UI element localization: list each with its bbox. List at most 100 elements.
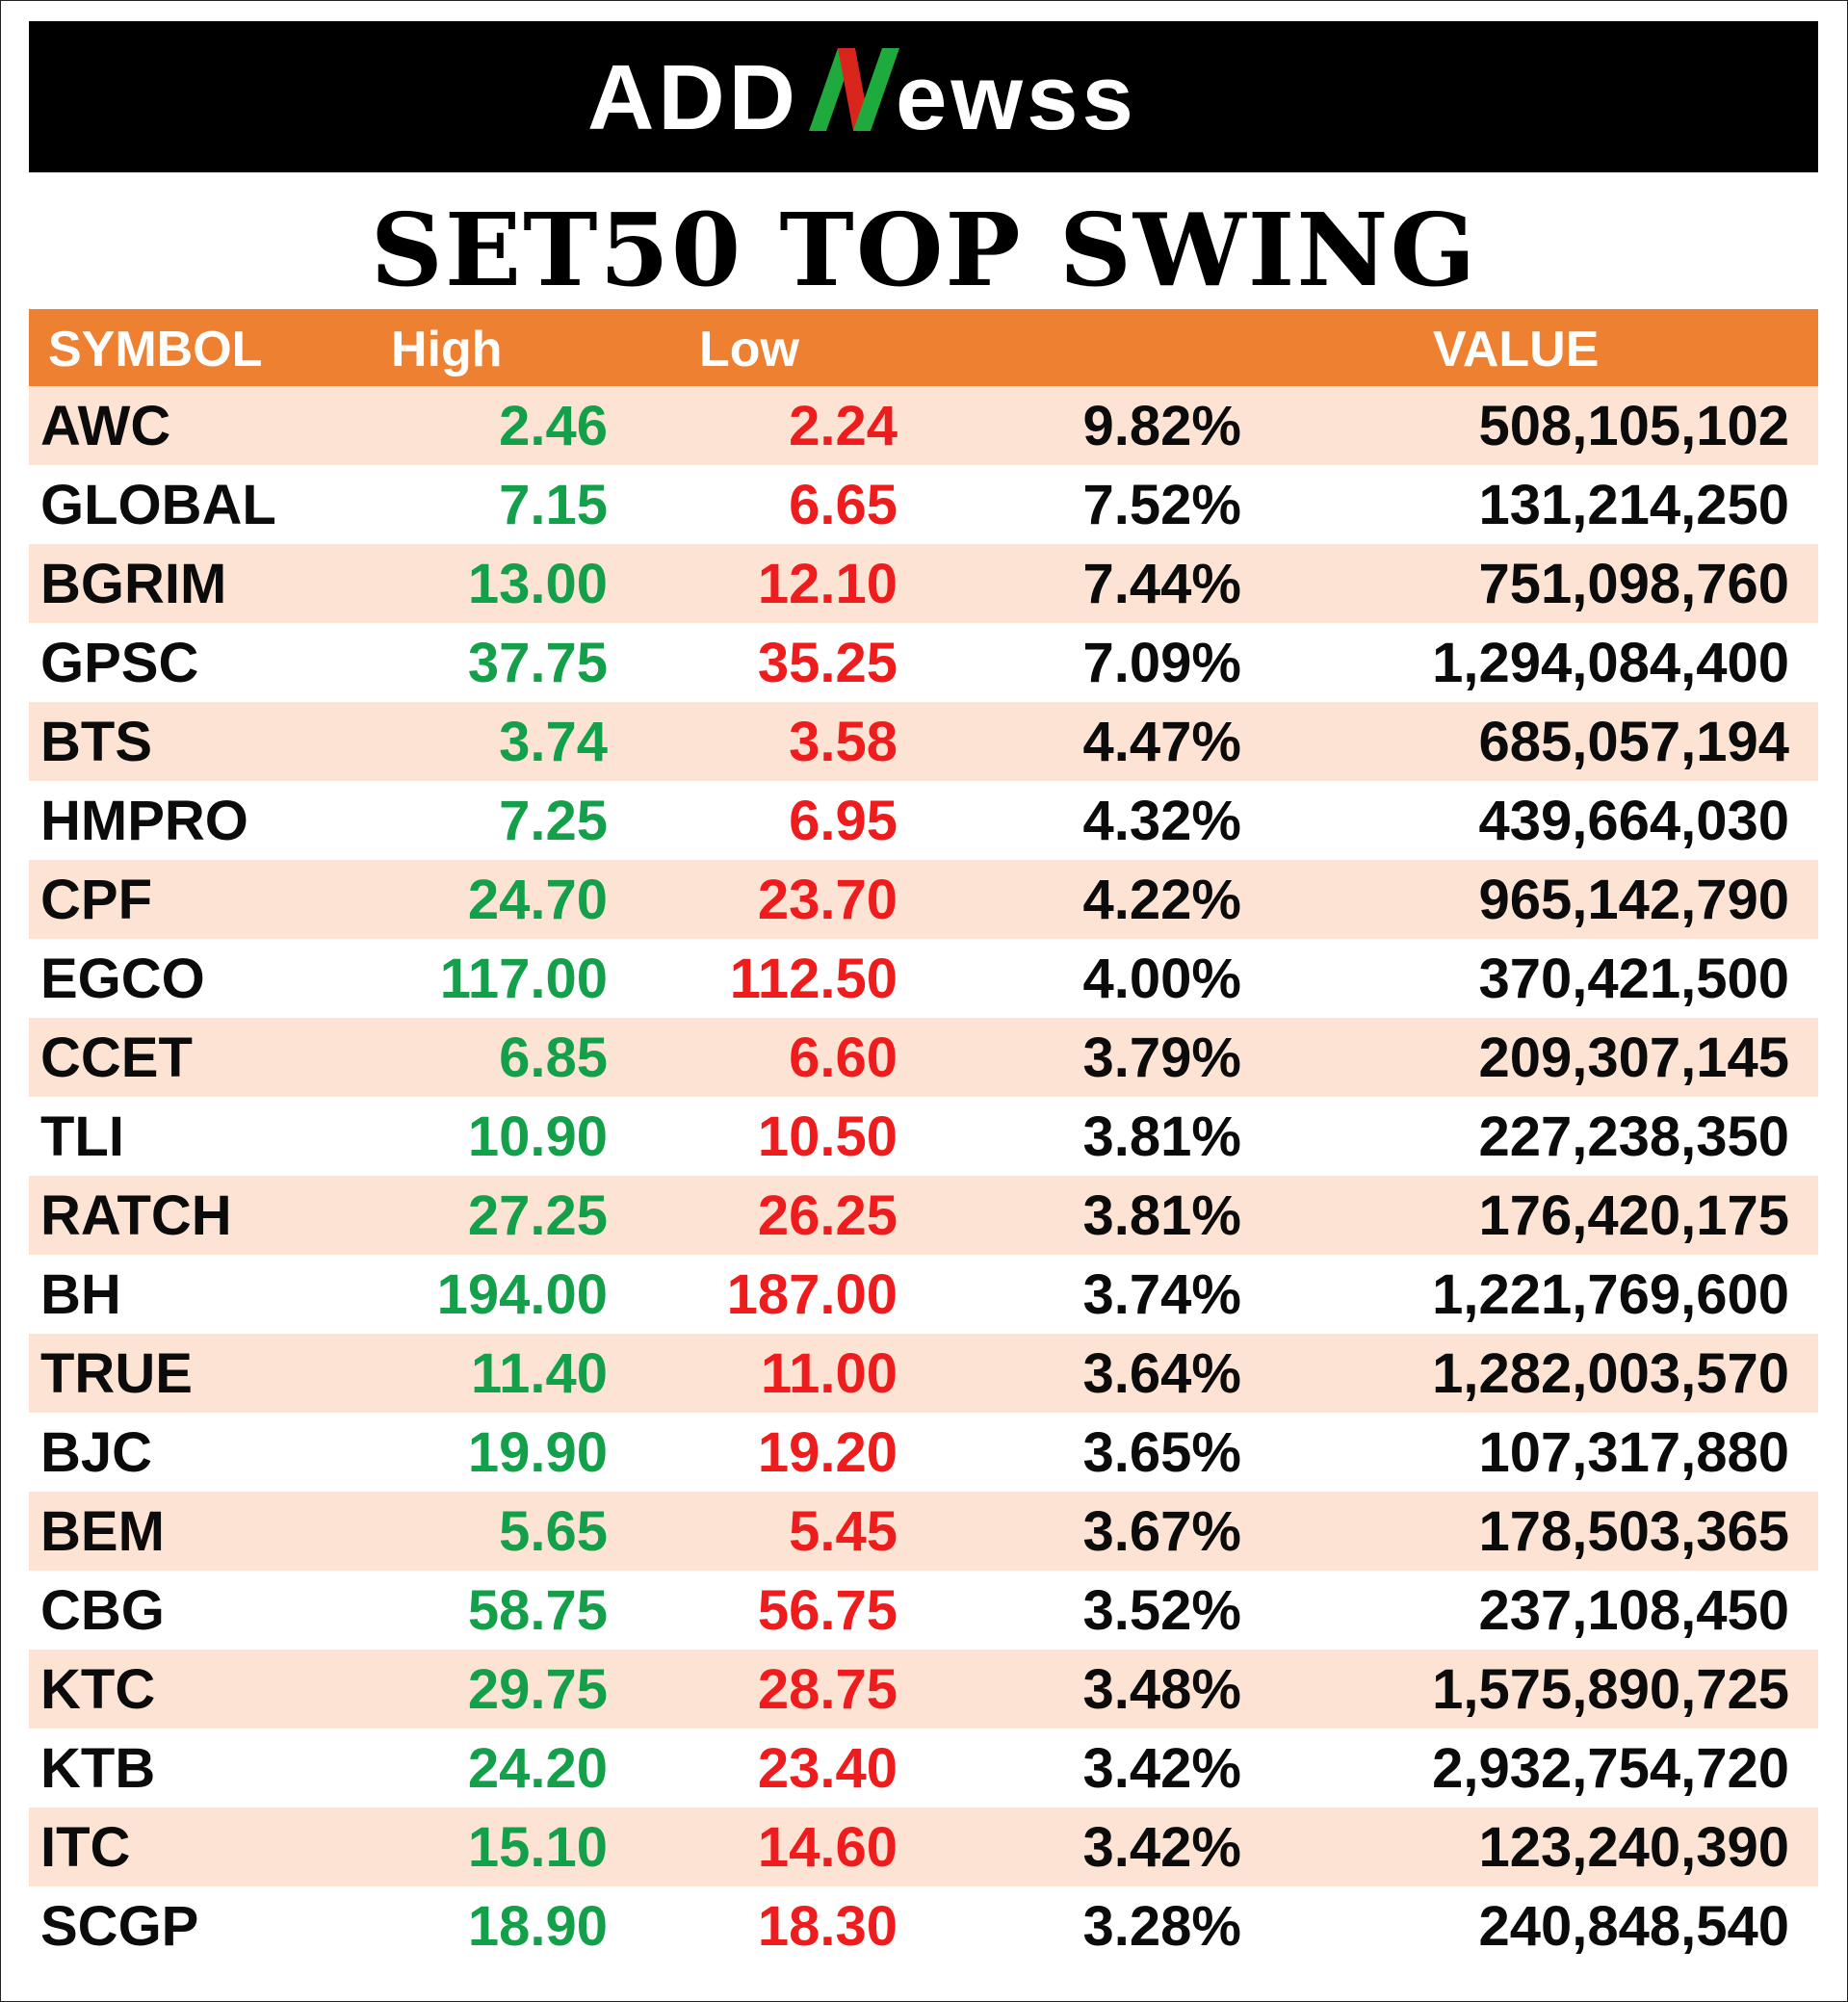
brand-n-mark (809, 48, 899, 131)
cell-high: 29.75 (467, 1658, 608, 1721)
cell-value: 751,098,760 (1478, 553, 1789, 615)
cell-symbol: GLOBAL (40, 474, 276, 536)
cell-percent: 3.64% (1082, 1342, 1241, 1405)
cell-percent: 3.52% (1082, 1579, 1241, 1642)
cell-value: 1,294,084,400 (1432, 632, 1789, 694)
cell-value: 1,282,003,570 (1432, 1342, 1789, 1405)
cell-value: 2,932,754,720 (1432, 1737, 1789, 1800)
cell-high: 11.40 (471, 1342, 608, 1405)
brand-logo: ADD ewss (587, 46, 1137, 143)
cell-high: 24.70 (467, 869, 608, 931)
cell-low: 19.20 (757, 1421, 898, 1484)
table-header: SYMBOL High Low VALUE (29, 309, 1818, 386)
table-row: KTC 29.75 28.75 3.48% 1,575,890,725 (29, 1650, 1818, 1729)
brand-banner (29, 21, 1818, 172)
cell-value: 965,142,790 (1478, 869, 1789, 931)
cell-symbol: TLI (40, 1105, 124, 1168)
cell-high: 58.75 (467, 1579, 608, 1642)
table-row: BEM 5.65 5.45 3.67% 178,503,365 (29, 1492, 1818, 1571)
cell-percent: 3.81% (1082, 1184, 1241, 1247)
cell-low: 6.65 (789, 474, 898, 536)
cell-high: 194.00 (436, 1263, 608, 1326)
table-row: AWC 2.46 2.24 9.82% 508,105,102 (29, 386, 1818, 465)
cell-value: 240,848,540 (1478, 1895, 1789, 1958)
cell-symbol: HMPRO (40, 790, 248, 852)
table-row: RATCH 27.25 26.25 3.81% 176,420,175 (29, 1176, 1818, 1255)
cell-percent: 3.81% (1082, 1105, 1241, 1168)
cell-symbol: BTS (40, 711, 152, 773)
cell-low: 3.58 (789, 711, 898, 773)
cell-percent: 7.44% (1082, 553, 1241, 615)
table-row: KTB 24.20 23.40 3.42% 2,932,754,720 (29, 1729, 1818, 1807)
header-high: High (391, 322, 503, 377)
cell-low: 6.95 (789, 790, 898, 852)
cell-high: 24.20 (467, 1737, 608, 1800)
brand-prefix: ADD (587, 46, 799, 143)
cell-low: 5.45 (789, 1500, 898, 1563)
cell-percent: 4.47% (1082, 711, 1241, 773)
cell-low: 56.75 (757, 1579, 898, 1642)
cell-symbol: EGCO (40, 948, 205, 1010)
cell-value: 237,108,450 (1478, 1579, 1789, 1642)
cell-symbol: CCET (40, 1027, 193, 1089)
cell-low: 23.70 (757, 869, 898, 931)
cell-percent: 3.42% (1082, 1737, 1241, 1800)
table-row: TRUE 11.40 11.00 3.64% 1,282,003,570 (29, 1334, 1818, 1413)
cell-symbol: BJC (40, 1421, 153, 1484)
cell-value: 685,057,194 (1478, 711, 1789, 773)
cell-percent: 3.48% (1082, 1658, 1241, 1721)
cell-percent: 3.74% (1082, 1263, 1241, 1326)
cell-symbol: SCGP (40, 1895, 199, 1958)
cell-symbol: BEM (40, 1500, 165, 1563)
cell-value: 1,221,769,600 (1432, 1263, 1789, 1326)
cell-symbol: BH (40, 1263, 121, 1326)
swing-table: SYMBOL High Low VALUE AWC 2.46 2.24 9.82% 50… (29, 309, 1818, 1965)
cell-percent: 3.67% (1082, 1500, 1241, 1563)
cell-low: 112.50 (729, 948, 898, 1010)
header-value: VALUE (1433, 322, 1600, 377)
cell-percent: 4.22% (1082, 869, 1241, 931)
cell-high: 7.25 (499, 790, 608, 852)
table-body: AWC 2.46 2.24 9.82% 508,105,102 GLOBAL 7.15 6.6… (29, 386, 1818, 1965)
table-row: BTS 3.74 3.58 4.47% 685,057,194 (29, 702, 1818, 781)
cell-low: 11.00 (761, 1342, 898, 1405)
header-symbol: SYMBOL (48, 322, 263, 377)
cell-percent: 9.82% (1082, 395, 1241, 457)
cell-value: 209,307,145 (1478, 1027, 1789, 1089)
table-row: SCGP 18.90 18.30 3.28% 240,848,540 (29, 1886, 1818, 1965)
cell-low: 187.00 (726, 1263, 898, 1326)
cell-percent: 3.79% (1082, 1027, 1241, 1089)
cell-value: 131,214,250 (1478, 474, 1789, 536)
table-row: CBG 58.75 56.75 3.52% 237,108,450 (29, 1571, 1818, 1650)
page-title: SET50 TOP SWING (370, 191, 1478, 309)
cell-value: 123,240,390 (1478, 1816, 1789, 1879)
cell-low: 10.50 (757, 1105, 898, 1168)
cell-symbol: KTB (40, 1737, 156, 1800)
cell-value: 107,317,880 (1478, 1421, 1789, 1484)
cell-value: 370,421,500 (1478, 948, 1789, 1010)
cell-low: 2.24 (789, 395, 898, 457)
cell-symbol: CBG (40, 1579, 165, 1642)
cell-value: 227,238,350 (1478, 1105, 1789, 1168)
table-row: GPSC 37.75 35.25 7.09% 1,294,084,400 (29, 623, 1818, 702)
cell-percent: 7.09% (1082, 632, 1241, 694)
cell-high: 37.75 (467, 632, 608, 694)
table-row: CPF 24.70 23.70 4.22% 965,142,790 (29, 860, 1818, 939)
cell-percent: 7.52% (1082, 474, 1241, 536)
cell-symbol: ITC (40, 1816, 131, 1879)
cell-high: 2.46 (499, 395, 608, 457)
brand-suffix: ewss (896, 46, 1137, 143)
cell-low: 18.30 (757, 1895, 898, 1958)
cell-symbol: GPSC (40, 632, 199, 694)
cell-high: 13.00 (467, 553, 608, 615)
cell-high: 117.00 (439, 948, 608, 1010)
cell-value: 178,503,365 (1478, 1500, 1789, 1563)
cell-low: 14.60 (757, 1816, 898, 1879)
table-row: TLI 10.90 10.50 3.81% 227,238,350 (29, 1097, 1818, 1176)
table-row: GLOBAL 7.15 6.65 7.52% 131,214,250 (29, 465, 1818, 544)
cell-low: 6.60 (789, 1027, 898, 1089)
table-row: BJC 19.90 19.20 3.65% 107,317,880 (29, 1413, 1818, 1492)
cell-low: 28.75 (757, 1658, 898, 1721)
cell-high: 5.65 (499, 1500, 608, 1563)
cell-percent: 3.65% (1082, 1421, 1241, 1484)
